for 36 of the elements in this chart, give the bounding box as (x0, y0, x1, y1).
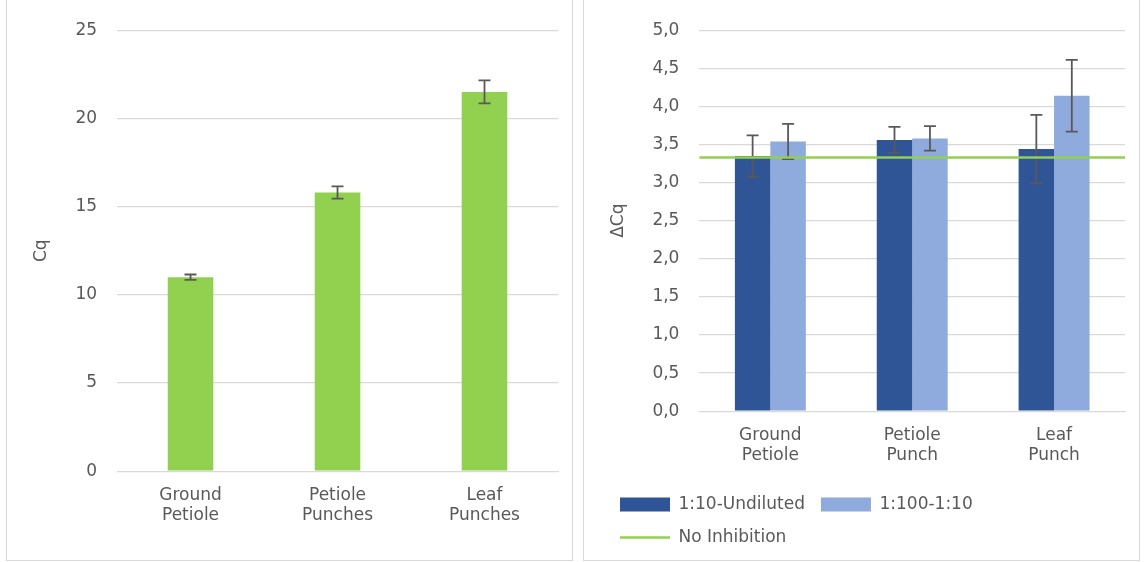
x-tick-label: Petiole Punch (883, 423, 941, 465)
x-tick-label: Petiole Punches (302, 483, 374, 525)
y-tick-label: 4,5 (652, 56, 680, 77)
legend-label: 1:10-Undiluted (678, 492, 805, 513)
x-tick-label: Ground Petiole (159, 483, 222, 525)
y-tick-label: 5 (86, 371, 98, 392)
y-tick-label: 20 (75, 106, 98, 127)
x-tick-label: Leaf Punch (1028, 423, 1080, 465)
bar (314, 192, 361, 471)
y-tick-label: 0,0 (652, 399, 680, 420)
y-tick-label: 2,0 (652, 247, 680, 268)
bar (461, 91, 508, 471)
y-tick-label: 25 (75, 18, 98, 39)
bar (1018, 149, 1055, 411)
y-tick-label: 3,0 (652, 171, 680, 192)
y-tick-label: 0,5 (652, 361, 680, 382)
y-tick-label: 1,0 (652, 323, 680, 344)
y-tick-label: 2,5 (652, 209, 680, 230)
y-tick-label: 4,0 (652, 94, 680, 115)
bar (1054, 95, 1090, 411)
y-tick-label: 1,5 (652, 285, 680, 306)
bar (912, 138, 948, 411)
bar (167, 277, 214, 471)
bar (876, 139, 913, 411)
y-tick-label: 10 (75, 283, 98, 304)
y-axis-title: Cq (29, 239, 50, 263)
x-tick-label: Ground Petiole (739, 423, 802, 465)
bar (770, 141, 806, 411)
x-tick-label: Leaf Punches (449, 483, 521, 525)
y-tick-label: 3,5 (652, 132, 680, 153)
y-axis-title: ΔCq (606, 203, 627, 238)
legend-label: No Inhibition (678, 525, 787, 546)
legend-label: 1:100-1:10 (879, 492, 973, 513)
y-tick-label: 0 (86, 459, 98, 480)
y-tick-label: 5,0 (652, 18, 680, 39)
y-tick-label: 15 (75, 195, 98, 216)
